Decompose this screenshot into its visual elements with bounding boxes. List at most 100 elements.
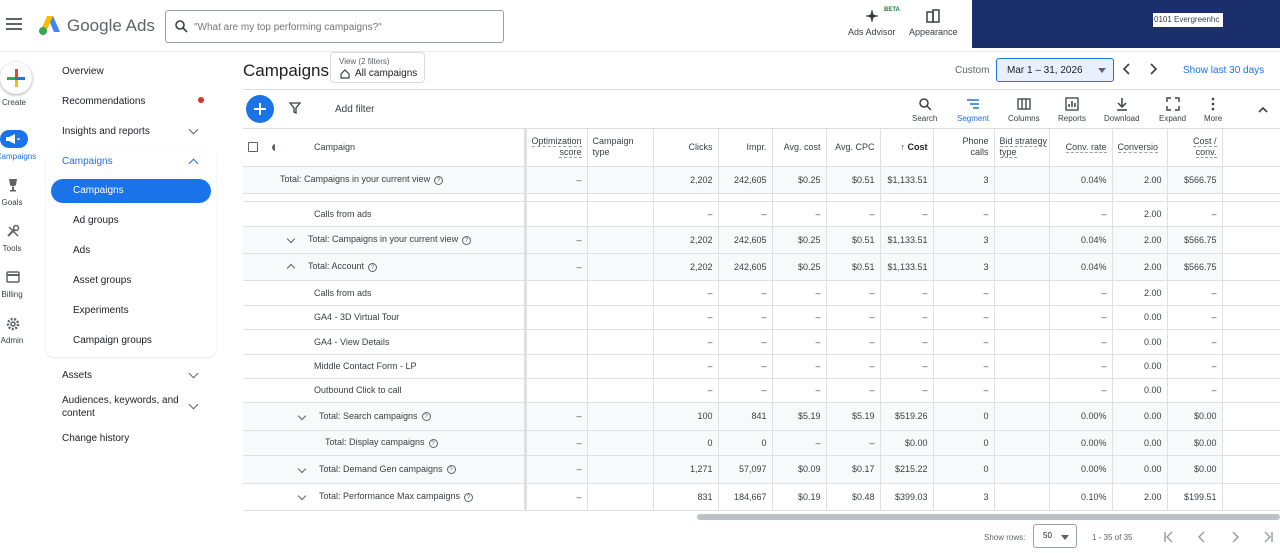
nav-sub-experiments[interactable]: Experiments bbox=[73, 305, 129, 316]
help-icon[interactable]: ? bbox=[421, 412, 431, 422]
table-row[interactable]: GA4 - View Details – – – – – – –0.00– bbox=[243, 329, 1280, 354]
view-selector[interactable]: View (2 filters) All campaigns bbox=[330, 52, 425, 83]
chevron-down-icon[interactable] bbox=[188, 368, 199, 379]
prev-page-icon[interactable] bbox=[1195, 530, 1209, 544]
table-row[interactable]: Total: Demand Gen campaigns? –1,271 57,097… bbox=[243, 455, 1280, 483]
table-row[interactable]: Total: Account? –2,202 242,605 $0.25 $0.51 $1… bbox=[243, 253, 1280, 280]
campaign-name-cell[interactable]: Total: Display campaigns? bbox=[275, 430, 527, 455]
account-id[interactable]: 0101 Evergreenhc bbox=[1153, 13, 1223, 27]
search-bar[interactable] bbox=[165, 10, 504, 43]
header-avg-cpc[interactable]: Avg. CPC bbox=[826, 129, 881, 166]
chevron-down-icon[interactable] bbox=[297, 411, 307, 420]
nav-audiences-line2[interactable]: content bbox=[62, 408, 95, 419]
table-row[interactable]: Calls from ads – – – – – – –2.00– bbox=[243, 201, 1280, 226]
header-conversions[interactable]: Conversio bbox=[1112, 129, 1168, 166]
tools-icon[interactable] bbox=[6, 224, 20, 238]
chevron-down-icon[interactable] bbox=[297, 491, 307, 501]
add-filter-button[interactable]: Add filter bbox=[335, 104, 375, 115]
chevron-up-icon[interactable] bbox=[286, 263, 296, 273]
nav-recommendations[interactable]: Recommendations bbox=[62, 96, 146, 107]
header-bid-strategy-type[interactable]: Bid strategy type bbox=[994, 129, 1050, 166]
first-page-icon[interactable] bbox=[1162, 530, 1176, 544]
search-input[interactable] bbox=[194, 16, 494, 38]
create-button[interactable] bbox=[0, 62, 32, 94]
rows-per-page-select[interactable]: 50 bbox=[1033, 524, 1077, 548]
campaign-name-cell[interactable]: GA4 - View Details bbox=[275, 329, 527, 354]
table-row[interactable]: Outbound Click to call – – – – – – –0.00– bbox=[243, 378, 1280, 402]
table-row[interactable]: Total: Display campaigns? –0 0– – $0.00 0 0.00… bbox=[243, 430, 1280, 455]
filter-icon[interactable] bbox=[289, 102, 301, 114]
chevron-down-icon[interactable] bbox=[188, 399, 199, 410]
campaign-name-cell[interactable]: Total: Campaigns in your current view? bbox=[275, 166, 527, 193]
campaign-name-cell[interactable]: Total: Performance Max campaigns? bbox=[275, 483, 527, 510]
campaign-name-cell[interactable]: Total: Account? bbox=[275, 253, 527, 280]
add-campaign-button[interactable] bbox=[246, 95, 274, 123]
reports-tool-button[interactable]: Reports bbox=[1058, 97, 1086, 123]
chevron-down-icon[interactable] bbox=[188, 124, 199, 135]
nav-sub-asset-groups[interactable]: Asset groups bbox=[73, 275, 132, 286]
campaign-name-cell[interactable]: Total: Campaigns in your current view? bbox=[275, 226, 527, 253]
nav-audiences[interactable]: Audiences, keywords, and bbox=[62, 395, 179, 406]
chevron-down-icon[interactable] bbox=[297, 464, 307, 473]
campaign-name-cell[interactable]: GA4 - 3D Virtual Tour bbox=[275, 305, 527, 329]
next-page-icon[interactable] bbox=[1228, 530, 1242, 544]
hamburger-menu-icon[interactable] bbox=[6, 16, 22, 30]
nav-sub-campaigns-active[interactable] bbox=[51, 179, 211, 203]
more-tool-button[interactable]: More bbox=[1204, 97, 1222, 123]
nav-sub-campaigns[interactable]: Campaigns bbox=[73, 185, 124, 196]
chevron-left-icon[interactable] bbox=[1121, 62, 1133, 76]
card-icon[interactable] bbox=[6, 271, 20, 283]
header-optimization-score[interactable]: Optimization score bbox=[525, 129, 588, 166]
nav-campaigns[interactable]: Campaigns bbox=[62, 156, 113, 167]
table-row[interactable]: Total: Campaigns in your current view? –2… bbox=[243, 226, 1280, 253]
trophy-icon[interactable] bbox=[6, 178, 20, 192]
help-icon[interactable]: ? bbox=[446, 465, 456, 475]
select-all-checkbox[interactable] bbox=[248, 142, 258, 153]
campaign-name-cell[interactable]: Outbound Click to call bbox=[275, 378, 527, 402]
table-row[interactable]: GA4 - 3D Virtual Tour – – – – – – –0.00– bbox=[243, 305, 1280, 329]
table-row[interactable]: Total: Campaigns in your current view? –2… bbox=[243, 166, 1280, 193]
chevron-up-icon[interactable] bbox=[188, 158, 199, 169]
help-icon[interactable]: ? bbox=[462, 235, 472, 245]
header-avg-cost[interactable]: Avg. cost bbox=[772, 129, 827, 166]
campaign-name-cell[interactable]: Middle Contact Form - LP bbox=[275, 354, 527, 378]
table-row[interactable]: Total: Search campaigns? –100 841 $5.19 $5.1… bbox=[243, 402, 1280, 430]
campaigns-rail-button[interactable] bbox=[0, 130, 28, 148]
nav-sub-ad-groups[interactable]: Ad groups bbox=[73, 215, 119, 226]
gear-icon[interactable] bbox=[6, 317, 20, 331]
segment-tool-button[interactable]: Segment bbox=[957, 97, 989, 123]
header-campaign-type[interactable]: Campaign type bbox=[587, 129, 654, 166]
show-last-30-days-link[interactable]: Show last 30 days bbox=[1183, 65, 1265, 76]
campaign-name-cell[interactable]: Total: Search campaigns? bbox=[275, 402, 527, 430]
campaign-name-cell[interactable]: Total: Demand Gen campaigns? bbox=[275, 455, 527, 483]
campaign-name-cell[interactable]: Calls from ads bbox=[275, 280, 527, 305]
header-cost[interactable]: ↑ Cost bbox=[880, 129, 934, 166]
help-icon[interactable]: ? bbox=[464, 492, 474, 502]
header-phone-calls[interactable]: Phone calls bbox=[933, 129, 995, 166]
nav-assets[interactable]: Assets bbox=[62, 370, 93, 381]
horizontal-scrollbar[interactable] bbox=[697, 514, 1280, 520]
header-impr[interactable]: Impr. bbox=[718, 129, 773, 166]
last-page-icon[interactable] bbox=[1261, 530, 1275, 544]
ads-advisor-button[interactable]: Ads Advisor bbox=[848, 8, 896, 37]
campaign-name-cell[interactable]: Calls from ads bbox=[275, 201, 527, 226]
nav-sub-campaign-groups[interactable]: Campaign groups bbox=[73, 335, 152, 346]
appearance-button[interactable]: Appearance bbox=[909, 8, 958, 37]
header-clicks[interactable]: Clicks bbox=[653, 129, 719, 166]
chevron-up-icon[interactable] bbox=[1257, 105, 1269, 115]
nav-change-history[interactable]: Change history bbox=[62, 433, 130, 444]
help-icon[interactable]: ? bbox=[434, 175, 444, 185]
date-range-picker[interactable]: Mar 1 – 31, 2026 bbox=[996, 58, 1114, 82]
nav-sub-ads[interactable]: Ads bbox=[73, 245, 91, 256]
nav-insights[interactable]: Insights and reports bbox=[62, 126, 150, 137]
table-row[interactable]: Calls from ads – – – – – – –2.00– bbox=[243, 280, 1280, 305]
columns-tool-button[interactable]: Columns bbox=[1008, 97, 1040, 123]
table-row[interactable]: Middle Contact Form - LP – – – – – – –0.00– bbox=[243, 354, 1280, 378]
help-icon[interactable]: ? bbox=[368, 262, 378, 272]
help-icon[interactable]: ? bbox=[428, 438, 438, 448]
download-tool-button[interactable]: Download bbox=[1104, 97, 1140, 123]
table-row[interactable]: Total: Performance Max campaigns? –831 184… bbox=[243, 483, 1280, 510]
chevron-down-icon[interactable] bbox=[286, 234, 296, 244]
chevron-right-icon[interactable] bbox=[1147, 62, 1159, 76]
header-conv-rate[interactable]: Conv. rate bbox=[1049, 129, 1113, 166]
